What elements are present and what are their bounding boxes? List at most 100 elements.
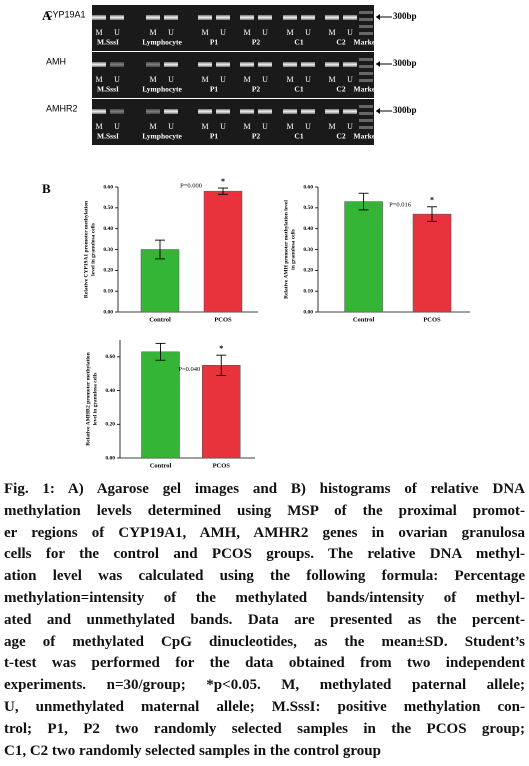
gel-band [164,109,178,114]
lane-label: Lymphocyte [142,132,182,141]
marker-band [359,119,373,122]
allele-label: M [95,28,102,37]
gel-band [198,109,212,114]
gel-band [164,62,178,67]
gel-band [343,62,357,67]
gel-band [258,62,272,67]
lane-label: P2 [252,38,261,47]
lane-label: C1 [294,132,303,141]
caption-line: U, unmethylated maternal allele; M.SssI:… [4,698,525,715]
allele-label: M [201,122,208,131]
allele-label: M [286,28,293,37]
gel-band [198,15,212,20]
lane-label: Lymphocyte [142,38,182,47]
y-tick-label: 0.50 [103,205,113,211]
gel-band [146,62,160,67]
allele-label: U [168,75,174,84]
y-axis-label: Relative AMH promoter methylation level [283,200,289,299]
x-tick-label: Control [149,316,171,323]
y-axis-label: in granulosa cells [290,229,296,270]
x-tick-label: Control [150,462,172,469]
caption-line: trol; P1, P2 two randomly selected sampl… [4,720,525,737]
y-axis-label: level in granulosa cells [90,223,96,276]
lane-label: M.SssI [97,85,119,94]
allele-label: U [220,28,226,37]
allele-label: M [286,122,293,131]
y-axis-label: level in granulosa cells [92,373,98,426]
caption-line: ated and unmethylated bands. Data are pr… [4,611,525,628]
allele-label: M [149,28,156,37]
allele-label: U [305,28,311,37]
marker-band [359,65,373,68]
caption: Fig. 1: A) Agarose gel images and B) his… [4,479,525,762]
caption-line: experiments. n=30/group; *p<0.05. M, met… [4,677,525,694]
gel-band [110,109,124,114]
x-tick-label: PCOS [213,462,231,469]
lane-label: Marker [354,85,380,94]
lane-label: P2 [252,85,261,94]
caption-line: t-test was performed for the data obtain… [4,655,525,672]
y-tick-label: 0.00 [303,309,313,315]
lane-label: M.SssI [97,38,119,47]
arrow-head [376,61,380,67]
gel-band [216,109,230,114]
lane-label: Lymphocyte [142,85,182,94]
marker-band [359,11,373,14]
allele-label: M [328,75,335,84]
y-axis-label: Relative CYP19A1 promoter methylation [83,201,89,298]
allele-label: M [149,122,156,131]
gel-image [92,52,374,98]
allele-label: U [168,28,174,37]
marker-band [359,18,373,21]
bar [140,249,180,313]
caption-line: methylation levels determined using MSP … [4,502,525,519]
allele-label: M [243,75,250,84]
y-tick-label: 0.20 [303,268,313,274]
y-tick-label: 0.00 [103,309,113,315]
allele-label: U [262,122,268,131]
allele-label: M [243,122,250,131]
allele-label: M [243,28,250,37]
lane-label: C1 [294,85,303,94]
allele-label: U [220,75,226,84]
size-label: 300bp [393,105,417,115]
x-tick-label: PCOS [423,316,441,323]
gel-band [92,15,106,20]
allele-label: M [286,75,293,84]
allele-label: U [347,122,353,131]
allele-label: U [305,75,311,84]
caption-line: ation level was calculated using the fol… [4,568,525,585]
p-value: P=0.000 [180,183,202,190]
gene-label: CYP19A1 [46,9,86,19]
gel-band [283,15,297,20]
panel-label: B [42,181,51,196]
allele-label: U [305,122,311,131]
y-tick-label: 0.60 [303,184,313,190]
gel-band [325,109,339,114]
allele-label: M [201,28,208,37]
gel-band [198,62,212,67]
gel-band [216,15,230,20]
allele-label: U [114,28,120,37]
lane-label: P1 [210,132,219,141]
allele-label: M [328,28,335,37]
gel-band [240,15,254,20]
p-value: P=0.016 [389,201,412,208]
gel-band [216,62,230,67]
allele-label: U [262,28,268,37]
gel-band [343,109,357,114]
lane-label: C2 [336,85,345,94]
marker-band [359,25,373,28]
marker-band [359,112,373,115]
gel-band [240,62,254,67]
marker-band [359,105,373,108]
gel-band [343,15,357,20]
gene-label: AMH [46,56,66,66]
lane-label: P1 [210,85,219,94]
y-tick-label: 0.60 [103,184,113,190]
gel-band [258,109,272,114]
caption-line: C1, C2 two randomly selected samples in … [4,742,381,759]
lane-label: M.SssI [97,132,119,141]
